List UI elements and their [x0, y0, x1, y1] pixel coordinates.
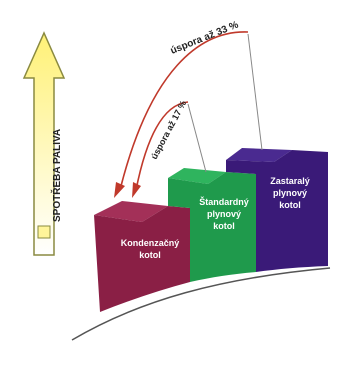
- axis-label: SPOTŘEBA PALIVA: [50, 129, 63, 222]
- saving-17-curve: [135, 101, 189, 191]
- boiler-outdated-label-2: plynový: [273, 188, 307, 198]
- boiler-condensing-label-1: Kondenzačný: [121, 238, 180, 248]
- boiler-standard-top: [168, 168, 226, 184]
- boiler-condensing-body: [94, 206, 190, 312]
- boiler-outdated-label-1: Zastaralý: [270, 176, 310, 186]
- fuel-consumption-axis-arrow: [22, 31, 66, 256]
- ground-curve: [71, 267, 331, 341]
- boiler-standard-label-2: plynový: [207, 209, 241, 219]
- boiler-condensing-top: [94, 201, 168, 222]
- leader-line-standard: [187, 103, 207, 173]
- boiler-outdated: Zastaralý plynový kotol: [226, 148, 328, 272]
- boiler-standard-label-3: kotol: [213, 221, 235, 231]
- saving-17-arrowhead-icon: [132, 182, 141, 198]
- boiler-outdated-label-3: kotol: [279, 200, 301, 210]
- saving-33-arrowhead-icon: [114, 182, 125, 198]
- boiler-standard-label-1: Štandardný: [199, 196, 249, 207]
- legend-square-icon: [37, 225, 51, 239]
- boiler-standard: Štandardný plynový kotol: [168, 168, 256, 282]
- saving-33-label: úspora až 33 %: [169, 19, 240, 56]
- leader-line-outdated: [247, 33, 263, 151]
- boiler-outdated-body: [226, 150, 328, 272]
- saving-33-curve: [119, 31, 249, 191]
- boiler-condensing-label-2: kotol: [139, 250, 161, 260]
- boiler-standard-body: [168, 172, 256, 282]
- axis-arrow-shape: [22, 31, 66, 256]
- boiler-outdated-top: [226, 148, 292, 162]
- boiler-condensing: Kondenzačný kotol: [94, 201, 190, 312]
